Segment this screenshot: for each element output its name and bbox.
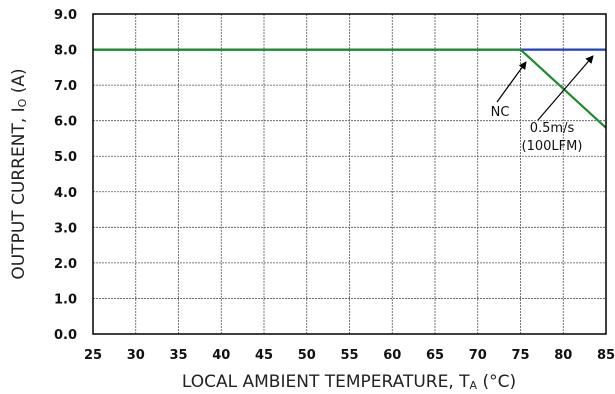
y-tick-label: 6.0 bbox=[54, 115, 77, 130]
x-tick-label: 35 bbox=[169, 348, 187, 363]
y-tick-label: 1.0 bbox=[54, 292, 77, 307]
x-tick-label: 25 bbox=[84, 348, 102, 363]
x-tick-label: 75 bbox=[511, 348, 529, 363]
y-tick-label: 7.0 bbox=[54, 79, 77, 94]
y-tick-label: 3.0 bbox=[54, 221, 77, 236]
y-axis-label: OUTPUT CURRENT, IO (A) bbox=[9, 68, 29, 279]
annotation-label-0: NC bbox=[491, 105, 510, 120]
annotations: NC 0.5m/s (100LFM) bbox=[491, 55, 594, 154]
annotation-label-1: 0.5m/s (100LFM) bbox=[522, 121, 583, 154]
series-line-1 bbox=[93, 48, 607, 129]
x-tick-label: 80 bbox=[554, 348, 572, 363]
x-tick-label: 40 bbox=[212, 348, 230, 363]
y-tick-label: 4.0 bbox=[54, 186, 77, 201]
x-axis-label: LOCAL AMBIENT TEMPERATURE, TA (°C) bbox=[182, 372, 516, 392]
plot-frame bbox=[92, 13, 607, 335]
y-tick-labels: 0.0 1.0 2.0 3.0 4.0 5.0 6.0 7.0 8.0 9.0 bbox=[54, 8, 77, 343]
grid bbox=[93, 14, 606, 334]
y-tick-label: 8.0 bbox=[54, 44, 77, 59]
x-tick-label: 60 bbox=[383, 348, 401, 363]
y-tick-label: 5.0 bbox=[54, 150, 77, 165]
series-lines bbox=[93, 48, 607, 129]
x-tick-label: 55 bbox=[340, 348, 358, 363]
y-tick-label: 2.0 bbox=[54, 257, 77, 272]
x-tick-label: 70 bbox=[469, 348, 487, 363]
x-tick-label: 30 bbox=[127, 348, 145, 363]
x-tick-label: 45 bbox=[255, 348, 273, 363]
x-tick-label: 85 bbox=[597, 348, 615, 363]
annotation-arrow-0 bbox=[496, 61, 527, 103]
annotation-arrow-1 bbox=[537, 55, 594, 121]
y-tick-label: 9.0 bbox=[54, 8, 77, 23]
x-tick-labels: 25 30 35 40 45 50 55 60 65 70 75 80 85 bbox=[84, 348, 615, 363]
y-tick-label: 0.0 bbox=[54, 328, 77, 343]
x-tick-label: 50 bbox=[298, 348, 316, 363]
x-tick-label: 65 bbox=[426, 348, 444, 363]
